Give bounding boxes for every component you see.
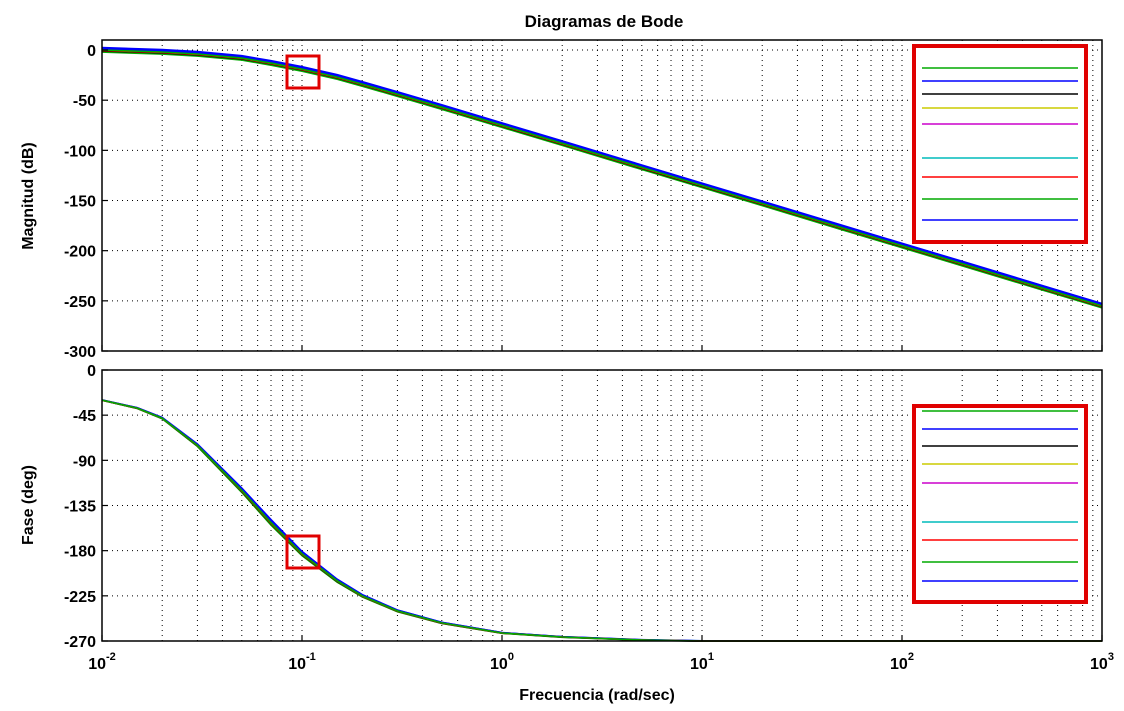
series-line xyxy=(101,46,1103,305)
x-tick-label: 100 xyxy=(490,651,514,673)
y-tick-label: -150 xyxy=(64,194,96,211)
phase-highlight-box xyxy=(285,534,321,570)
phase-y-axis-label: Fase (deg) xyxy=(20,465,37,545)
x-tick-label: 10-2 xyxy=(88,651,116,673)
y-tick-label: -135 xyxy=(64,499,96,516)
y-tick-label: -270 xyxy=(64,634,96,651)
y-tick-label: 0 xyxy=(87,363,96,380)
y-tick-label: -300 xyxy=(64,344,96,361)
y-tick-label: -45 xyxy=(73,408,96,425)
series-line xyxy=(101,51,1103,309)
y-tick-label: -225 xyxy=(64,589,96,606)
x-tick-label: 102 xyxy=(890,651,914,673)
y-tick-label: -90 xyxy=(73,453,96,470)
y-tick-label: -200 xyxy=(64,244,96,261)
series-line xyxy=(101,48,1103,306)
magnitude-plot: 0 -50 -100 -150 -200 -250 -300 Magnitud (dB) xyxy=(20,39,1103,361)
y-tick-label: -250 xyxy=(64,294,96,311)
x-axis-label: Frecuencia (rad/sec) xyxy=(519,687,675,704)
y-tick-label: -180 xyxy=(64,544,96,561)
x-tick-label: 101 xyxy=(690,651,714,673)
y-tick-label: 0 xyxy=(87,43,96,60)
magnitude-axes-frame xyxy=(101,39,1103,352)
magnitude-series xyxy=(101,46,1103,309)
y-tick-label: -100 xyxy=(64,143,96,160)
series-line xyxy=(101,49,1103,307)
magnitude-y-ticks: 0 -50 -100 -150 -200 -250 -300 xyxy=(64,43,108,361)
x-tick-label: 103 xyxy=(1090,651,1114,673)
magnitude-y-axis-label: Magnitud (dB) xyxy=(20,142,37,250)
x-tick-label: 10-1 xyxy=(288,651,316,673)
magnitude-legend xyxy=(912,44,1088,244)
legend-box xyxy=(912,404,1088,604)
phase-legend xyxy=(912,404,1088,604)
y-tick-label: -50 xyxy=(73,93,96,110)
phase-plot: 0 -45 -90 -135 -180 -225 -270 Fase (deg) xyxy=(20,363,1103,651)
legend-box xyxy=(912,44,1088,244)
magnitude-highlight-box xyxy=(285,54,321,90)
chart-title: Diagramas de Bode xyxy=(525,12,684,31)
phase-y-ticks: 0 -45 -90 -135 -180 -225 -270 xyxy=(64,363,108,651)
x-axis-ticks: 10-2 10-1 100 101 102 103 xyxy=(88,345,1114,673)
